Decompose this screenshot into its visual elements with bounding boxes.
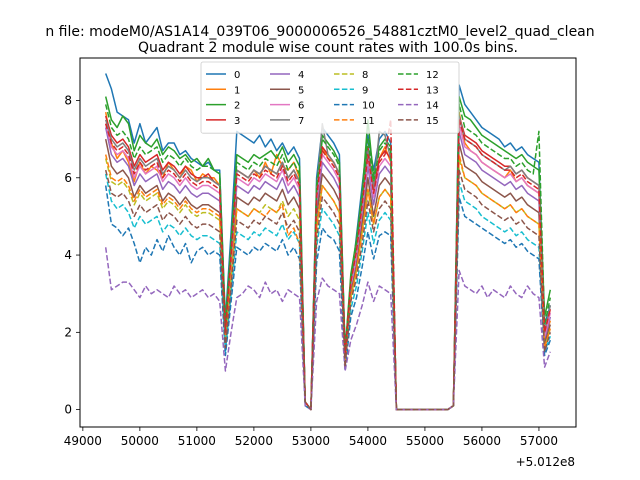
legend-label-11: 11 [362,116,375,127]
series-line-4 [104,127,552,411]
x-tick-label: 54000 [349,434,387,448]
series-line-6 [104,122,552,411]
series-line-2 [104,95,552,411]
legend-label-0: 0 [234,70,240,81]
plot-frame [79,57,577,428]
figure-suptitle: n file: modeM0/AS1A14_039T06_9000006526_… [45,24,594,40]
x-tick-label: 49000 [64,434,102,448]
legend-box [200,61,460,134]
series-line-15 [104,169,552,411]
x-tick-label: 55000 [406,434,444,448]
legend-label-8: 8 [362,70,368,81]
legend-label-9: 9 [362,85,368,96]
y-tick-label: 0 [64,403,72,417]
series-line-5 [104,138,552,411]
legend-label-13: 13 [426,85,439,96]
x-tick-label: 52000 [235,434,273,448]
legend-label-1: 1 [234,85,240,96]
y-tick-label: 2 [64,325,72,339]
legend-label-5: 5 [298,85,304,96]
x-tick-label: 53000 [292,434,330,448]
legend-label-12: 12 [426,70,439,81]
y-tick-label: 4 [64,248,72,262]
chart-title: Quadrant 2 module wise count rates with … [138,40,518,56]
y-tick-label: 6 [64,171,72,185]
x-tick-label: 57000 [520,434,558,448]
legend-label-6: 6 [298,101,304,112]
legend-label-10: 10 [362,101,375,112]
legend-label-14: 14 [426,101,439,112]
series-line-11 [104,153,552,411]
x-axis: 49000 50000 51000 52000 53000 54000 55000 56000… [64,427,558,448]
y-axis: 0 2 4 6 8 [64,94,80,417]
series-line-10 [104,185,552,411]
x-tick-label: 51000 [178,434,216,448]
series-line-14 [104,247,552,411]
series-line-12 [104,103,552,411]
legend-label-3: 3 [234,116,240,127]
series-layer [104,73,552,411]
y-tick-label: 8 [64,94,72,108]
legend-label-7: 7 [298,116,304,127]
series-line-13 [104,119,552,411]
series-line-0 [104,73,552,411]
x-offset-text: +5.012e8 [516,455,575,469]
legend-label-15: 15 [426,116,439,127]
legend-label-2: 2 [234,101,240,112]
series-line-9 [104,173,552,411]
x-tick-label: 56000 [463,434,501,448]
legend-label-4: 4 [298,70,304,81]
x-tick-label: 50000 [121,434,159,448]
